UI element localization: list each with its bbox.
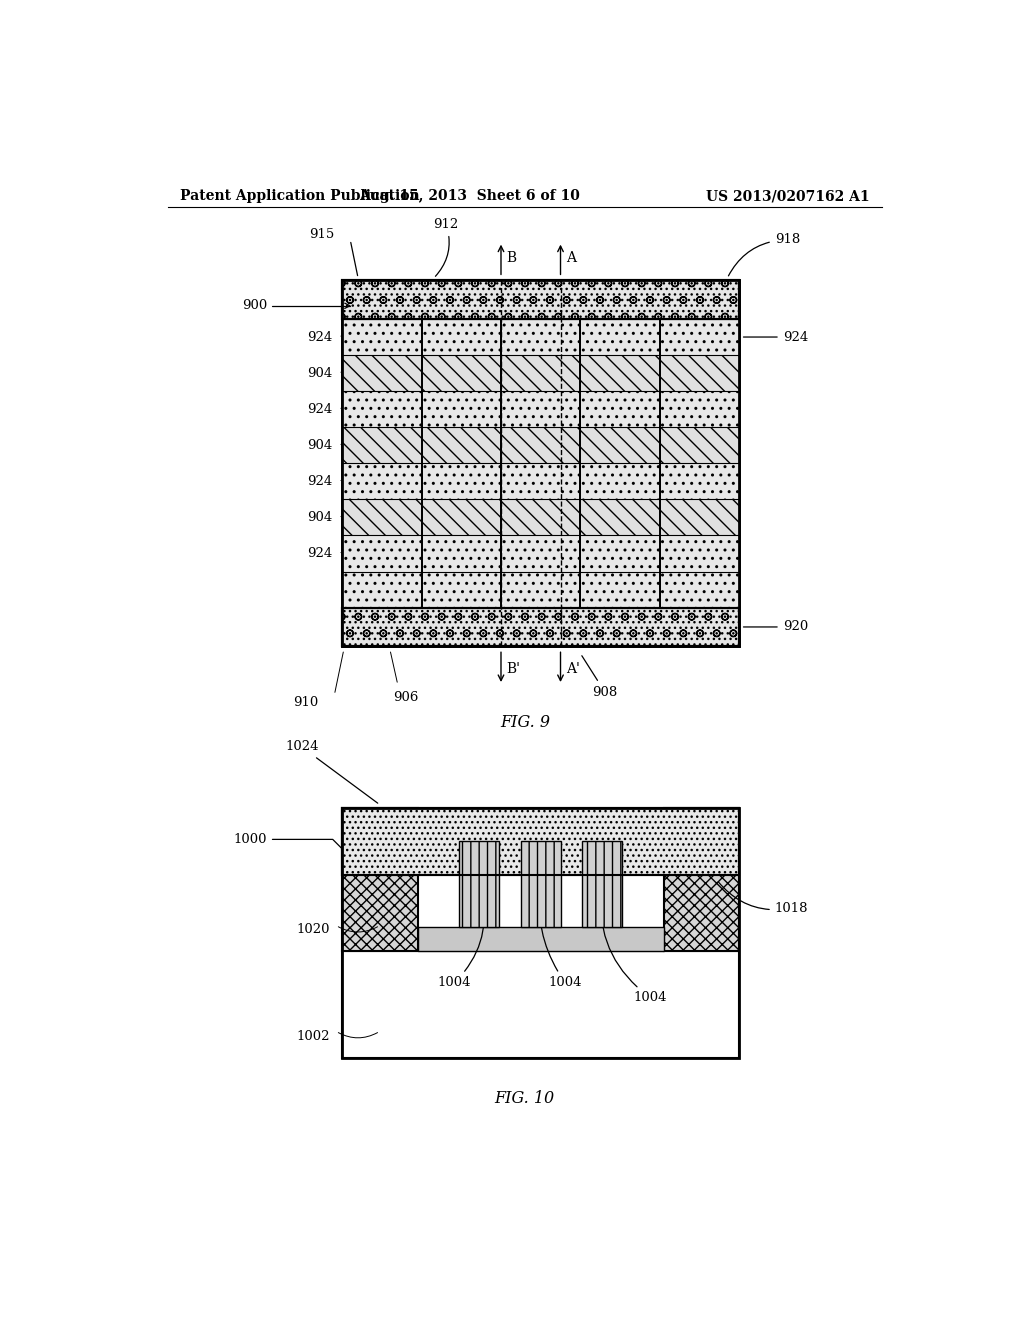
Bar bbox=[501, 391, 581, 428]
Bar bbox=[342, 391, 422, 428]
Bar bbox=[422, 428, 501, 463]
Text: 1024: 1024 bbox=[285, 741, 378, 803]
Bar bbox=[501, 428, 581, 463]
Text: A': A' bbox=[566, 661, 580, 676]
Bar bbox=[342, 808, 739, 875]
Text: 904: 904 bbox=[307, 511, 333, 524]
Bar bbox=[342, 499, 422, 536]
Bar bbox=[501, 572, 581, 607]
Text: 924: 924 bbox=[307, 475, 333, 488]
Text: 1002: 1002 bbox=[297, 1030, 331, 1043]
Bar bbox=[342, 280, 739, 319]
Bar bbox=[342, 607, 739, 647]
Text: 1018: 1018 bbox=[718, 882, 808, 915]
Bar bbox=[422, 572, 501, 607]
Bar bbox=[342, 463, 739, 499]
Bar bbox=[342, 280, 739, 647]
Text: A: A bbox=[566, 251, 577, 265]
Bar bbox=[659, 499, 739, 536]
Bar bbox=[342, 499, 739, 536]
Text: 910: 910 bbox=[293, 696, 318, 709]
Text: 1004: 1004 bbox=[601, 887, 668, 1005]
Bar bbox=[581, 499, 659, 536]
Bar bbox=[422, 499, 501, 536]
Bar bbox=[501, 355, 581, 391]
Bar bbox=[342, 319, 422, 355]
Bar bbox=[342, 428, 739, 463]
Bar bbox=[342, 391, 739, 428]
Text: 912: 912 bbox=[433, 218, 459, 276]
Text: 906: 906 bbox=[393, 690, 419, 704]
Text: 1020: 1020 bbox=[297, 923, 331, 936]
Text: 924: 924 bbox=[307, 546, 333, 560]
Text: 924: 924 bbox=[743, 330, 808, 343]
Text: Patent Application Publication: Patent Application Publication bbox=[179, 189, 419, 203]
Bar bbox=[659, 391, 739, 428]
Text: 900: 900 bbox=[242, 300, 350, 313]
Bar bbox=[581, 391, 659, 428]
Bar bbox=[501, 319, 581, 355]
Bar bbox=[342, 536, 422, 572]
Text: FIG. 10: FIG. 10 bbox=[495, 1090, 555, 1107]
Bar bbox=[659, 428, 739, 463]
Bar bbox=[581, 428, 659, 463]
Bar bbox=[422, 319, 501, 355]
Text: B': B' bbox=[507, 661, 520, 676]
Bar bbox=[581, 319, 659, 355]
Bar bbox=[581, 355, 659, 391]
Bar bbox=[342, 808, 739, 875]
Bar bbox=[422, 391, 501, 428]
Bar bbox=[422, 536, 501, 572]
Text: B: B bbox=[507, 251, 517, 265]
Bar bbox=[342, 572, 739, 607]
Bar bbox=[521, 841, 560, 927]
Bar bbox=[659, 319, 739, 355]
Bar bbox=[422, 463, 501, 499]
Text: 904: 904 bbox=[307, 367, 333, 380]
Bar bbox=[501, 463, 581, 499]
Bar bbox=[659, 463, 739, 499]
Text: US 2013/0207162 A1: US 2013/0207162 A1 bbox=[707, 189, 870, 203]
Bar bbox=[342, 355, 422, 391]
Bar bbox=[342, 280, 739, 647]
Bar bbox=[342, 808, 418, 952]
Text: 1000: 1000 bbox=[233, 833, 355, 862]
Bar bbox=[342, 536, 739, 572]
Text: 924: 924 bbox=[307, 403, 333, 416]
Bar bbox=[659, 572, 739, 607]
Bar bbox=[581, 463, 659, 499]
Bar bbox=[342, 428, 422, 463]
Text: 915: 915 bbox=[309, 228, 334, 242]
Text: 1004: 1004 bbox=[540, 887, 582, 989]
Text: FIG. 9: FIG. 9 bbox=[500, 714, 550, 731]
Bar bbox=[342, 319, 739, 355]
Bar bbox=[342, 572, 422, 607]
Bar bbox=[664, 808, 739, 952]
Bar bbox=[342, 607, 739, 647]
Bar bbox=[342, 952, 739, 1057]
Text: Aug. 15, 2013  Sheet 6 of 10: Aug. 15, 2013 Sheet 6 of 10 bbox=[358, 189, 580, 203]
Bar bbox=[583, 841, 622, 927]
Bar bbox=[342, 280, 739, 319]
Text: 904: 904 bbox=[307, 438, 333, 451]
Bar bbox=[460, 841, 499, 927]
Bar bbox=[581, 572, 659, 607]
Bar bbox=[501, 536, 581, 572]
Bar bbox=[501, 499, 581, 536]
Bar bbox=[659, 536, 739, 572]
Bar bbox=[342, 808, 739, 1057]
Text: 1004: 1004 bbox=[437, 887, 484, 989]
Bar bbox=[422, 355, 501, 391]
Bar bbox=[342, 463, 422, 499]
Bar bbox=[342, 355, 739, 391]
Bar bbox=[418, 927, 664, 952]
Bar bbox=[659, 355, 739, 391]
Text: 920: 920 bbox=[743, 620, 808, 634]
Bar bbox=[581, 536, 659, 572]
Text: 908: 908 bbox=[582, 656, 617, 698]
Text: 918: 918 bbox=[728, 234, 800, 276]
Text: 924: 924 bbox=[307, 330, 333, 343]
